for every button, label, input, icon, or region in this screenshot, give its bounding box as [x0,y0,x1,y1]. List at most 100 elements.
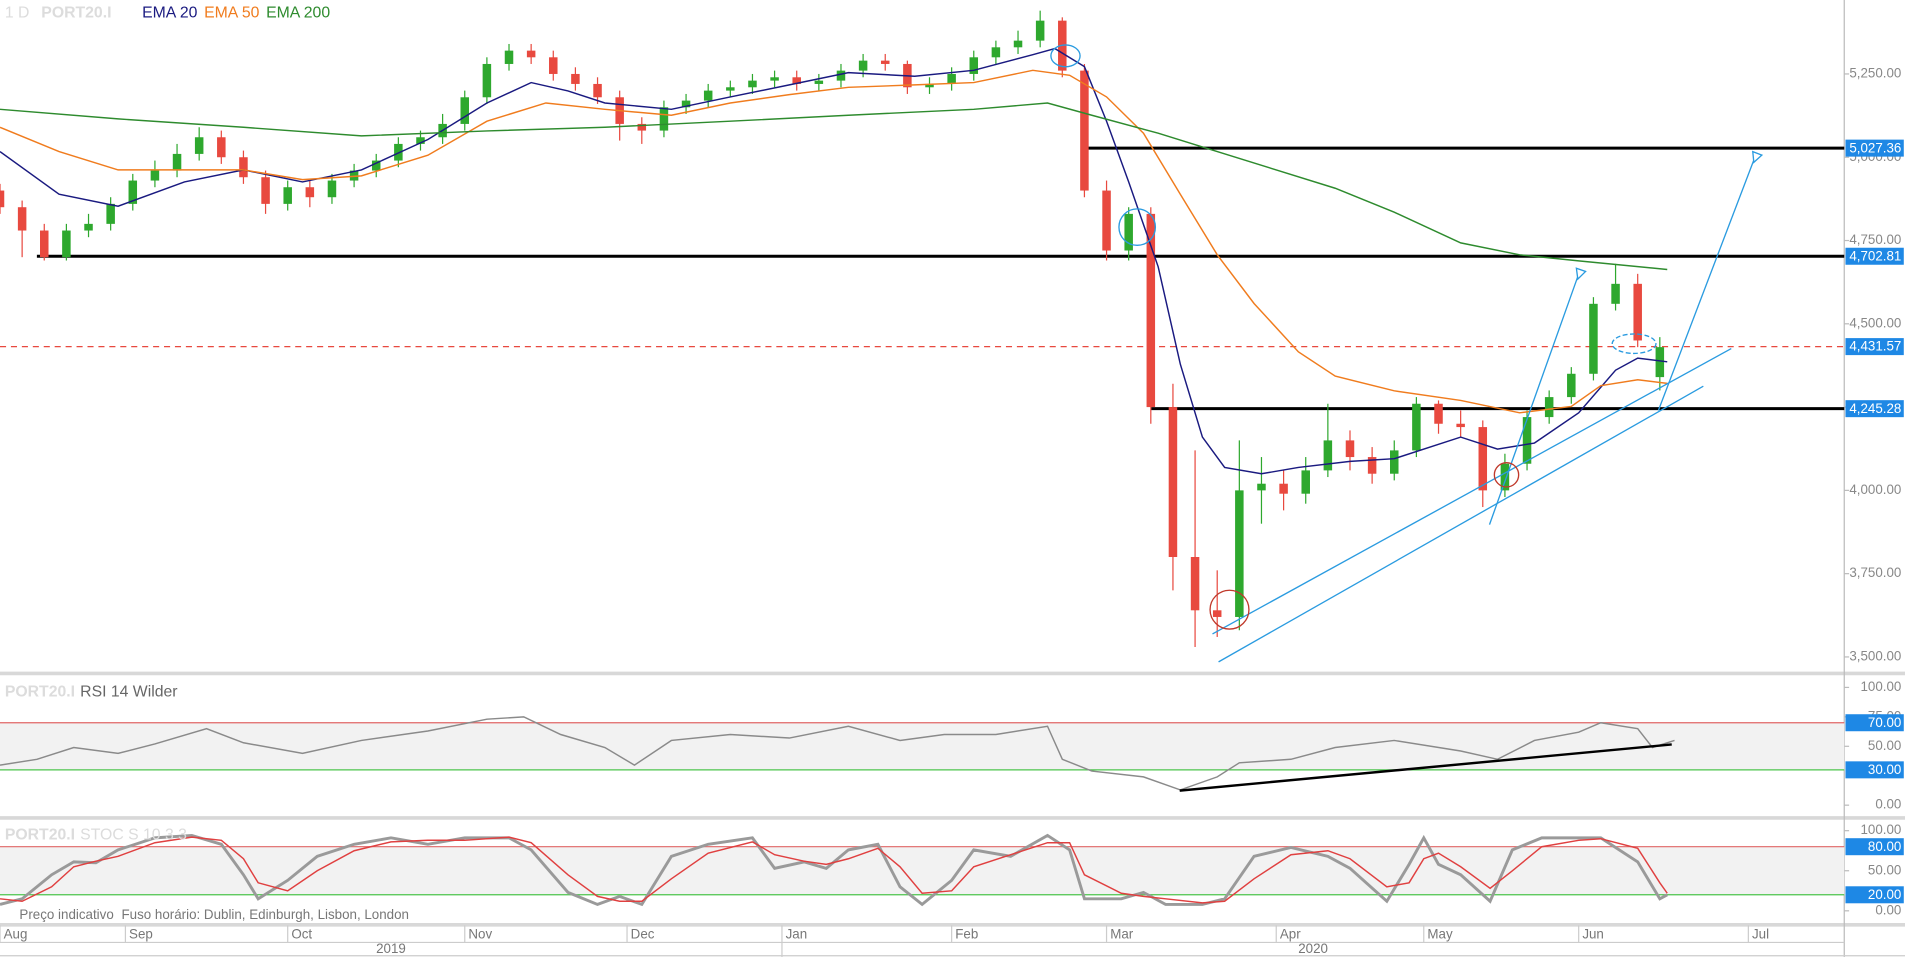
candle-body [1124,213,1133,251]
candle-body [1544,397,1554,418]
candle-body [726,87,735,91]
candle-body [1345,440,1355,458]
x-tick-label: Jul [1752,927,1769,942]
trend-line [1212,347,1732,635]
candle-body [947,73,956,84]
candle-body [239,157,248,178]
candle-body [969,57,979,74]
y-tick-label: 5,250.00 [1849,65,1901,80]
band-label: 70.00 [1868,715,1901,730]
candle-body [1478,427,1488,491]
arrow [1657,155,1757,411]
x-tick-label: Aug [4,927,28,942]
x-tick-label: Jan [786,927,808,942]
y-tick-label: 0.00 [1875,797,1901,812]
ellipse [1118,208,1157,246]
candle-body [991,47,1001,58]
candle-body [1655,347,1665,378]
candle-body [1589,303,1598,374]
candle-body [1080,70,1089,191]
candle-body [637,123,647,131]
y-tick-label: 4,500.00 [1849,315,1901,330]
band-label-box [1845,886,1904,904]
candle-body [1235,490,1244,617]
y-tick-label: 3,500.00 [1849,648,1901,663]
circle [1209,589,1250,630]
candle-body [1257,483,1266,491]
candle-body [371,160,381,171]
candle-body [305,187,315,198]
legend-entry: EMA 50 [204,5,259,22]
candle-body [1013,40,1023,48]
candle-body [1567,373,1576,398]
band-label: 80.00 [1868,839,1901,854]
ellipse [1050,44,1081,68]
candle-body [1633,283,1642,341]
x-tick-label: Mar [1110,927,1134,942]
candle-body [1412,403,1421,451]
candle-body [770,77,779,81]
candle-body [84,223,93,231]
timeframe: 1 D [5,5,30,22]
band-label-box [1845,838,1904,856]
candle-body [194,137,204,154]
arrow-head [1575,267,1587,281]
series-line [0,836,1668,904]
candle-body [261,177,270,204]
candle-body [1190,557,1200,611]
candle-body [1212,610,1222,617]
candle-body [1146,213,1156,408]
x-tick-label: May [1427,927,1453,942]
candle-body [1434,403,1443,424]
y-tick-label: 0.00 [1875,902,1901,917]
candle-body [814,80,824,84]
year-label: 2019 [376,941,406,956]
y-tick-label: 4,000.00 [1849,482,1901,497]
x-tick-label: Apr [1280,927,1301,942]
trend-line [1218,385,1704,663]
candle-body [40,230,49,258]
rsi-trend-line [1179,743,1672,792]
annotations [1050,44,1764,792]
candle-body [17,207,27,231]
candle-body [0,190,5,208]
candle-body [1367,457,1377,474]
candle-body [880,60,890,64]
candle-body [1522,417,1532,464]
level-label-box [1845,247,1904,265]
candle-body [62,230,71,258]
series-line [0,833,1668,907]
candle-body [748,80,757,88]
candle-body [482,63,492,98]
symbol: PORT20.I [5,683,75,700]
x-tick-label: Sep [129,927,153,942]
series-line [0,47,1668,475]
level-label: 4,245.28 [1849,401,1901,416]
candle-body [1168,407,1178,558]
series-line [0,716,1675,791]
candle-body [327,180,337,198]
x-tick-label: Dec [631,927,655,942]
candle-body [1323,440,1333,471]
candle-body [1279,483,1288,494]
candle-body [1102,190,1111,251]
candle-body [283,187,292,204]
footer-note: Fuso horário: Dublin, Edinburgh, Lisbon,… [121,907,408,922]
y-tick-label: 50.00 [1868,862,1901,877]
candle-body [1301,470,1310,494]
ellipse [1611,333,1657,355]
symbol: PORT20.I [41,5,111,22]
candle-body [593,83,602,98]
x-tick-label: Nov [468,927,492,942]
level-label: 4,702.81 [1849,248,1901,263]
candle-body [172,153,182,171]
band-label: 30.00 [1868,762,1901,777]
y-tick-label: 100.00 [1860,679,1901,694]
candle-body [526,50,536,58]
legend-entry: EMA 200 [266,5,330,22]
band-label-box [1845,761,1904,779]
candle-body [1500,463,1510,491]
